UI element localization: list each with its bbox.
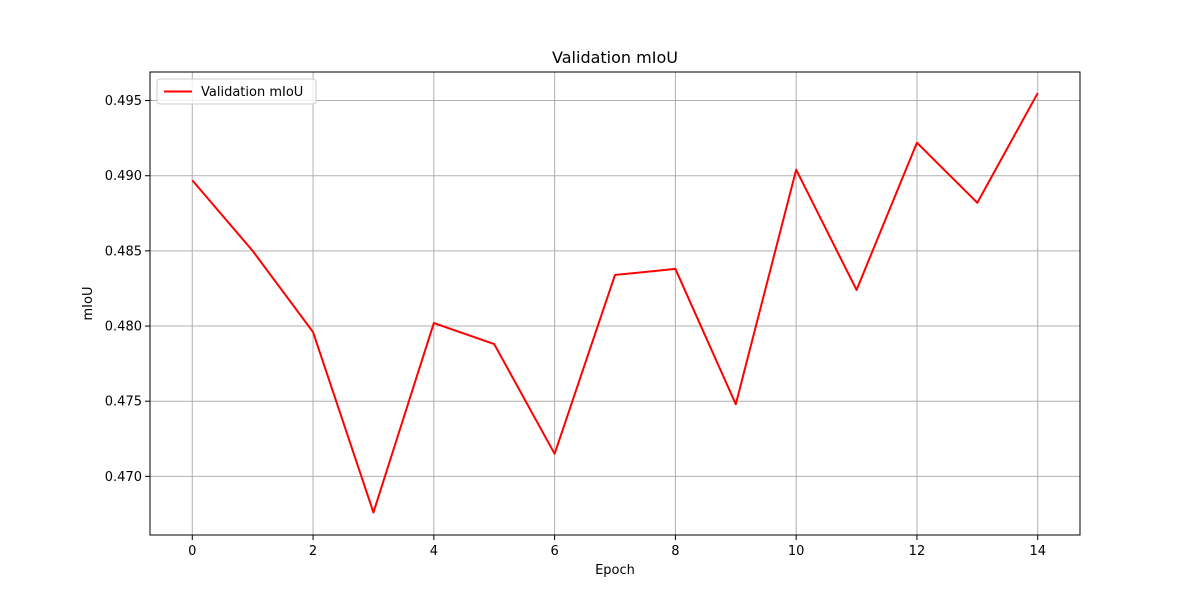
chart-title: Validation mIoU [552,48,678,67]
legend-label: Validation mIoU [201,85,303,100]
legend: Validation mIoU [156,78,317,105]
grid [150,72,1080,535]
series-layer [191,92,1039,514]
x-tick-label: 14 [1029,544,1046,559]
plot-frame [149,71,1081,536]
y-tick-label: 0.490 [105,169,142,184]
y-tick-label: 0.485 [105,244,142,259]
x-tick-label: 8 [671,544,679,559]
y-tick-label: 0.480 [105,320,142,335]
axis-ticks: 0 2 4 6 8 10 12 14 0.470 0.475 0.480 0.485 0.490 0.49… [105,94,1046,559]
x-tick-label: 12 [909,544,926,559]
y-tick-label: 0.495 [105,94,142,109]
x-tick-label: 10 [788,544,805,559]
x-tick-label: 6 [550,544,558,559]
x-axis-label: Epoch [595,563,635,578]
legend-box [156,78,317,105]
x-tick-label: 0 [188,544,196,559]
x-tick-label: 4 [430,544,438,559]
y-tick-label: 0.470 [105,470,142,485]
y-axis-label: mIoU [81,287,96,321]
series-line [191,92,1039,514]
x-tick-label: 2 [309,544,317,559]
y-tick-label: 0.475 [105,395,142,410]
